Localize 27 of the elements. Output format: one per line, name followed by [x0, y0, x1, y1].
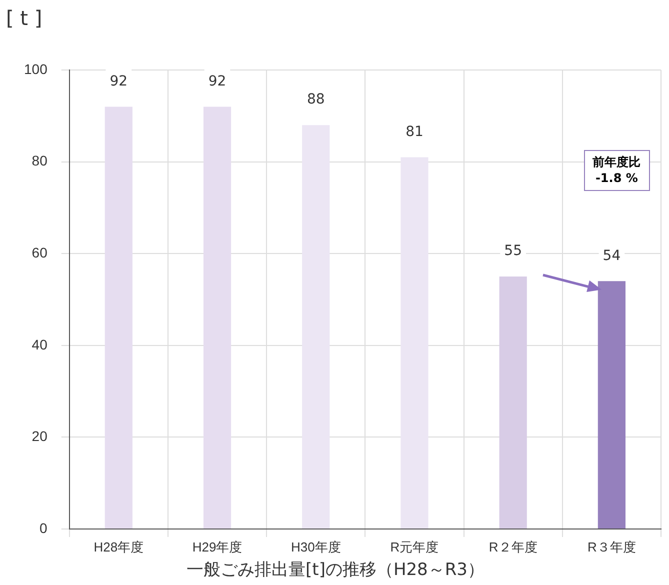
y-tick-label: 40	[32, 336, 48, 352]
bar	[499, 276, 527, 528]
bar	[400, 157, 428, 528]
x-tick-label: R元年度	[390, 539, 439, 554]
x-tick-label: H30年度	[290, 539, 341, 554]
data-label: 55	[504, 243, 522, 260]
y-tick-label: 60	[32, 244, 48, 260]
data-label: 92	[110, 73, 128, 90]
bar	[203, 106, 232, 528]
x-tick-label: H28年度	[94, 539, 144, 554]
data-label: 54	[602, 248, 621, 264]
x-tick-label: R２年度	[488, 539, 538, 554]
bar	[302, 125, 330, 528]
y-tick-label: 100	[24, 60, 48, 77]
annotation: 前年度比 -1.8 %	[584, 150, 650, 192]
bar	[598, 281, 626, 528]
text: 一般ごみ排出量[t]の推移（H28～R3）	[186, 560, 484, 580]
y-tick-label: 80	[32, 152, 48, 169]
y-tick-label: 20	[32, 428, 48, 444]
x-tick-label: H29年度	[192, 539, 242, 554]
bar	[104, 106, 132, 528]
data-label: 92	[208, 73, 226, 90]
x-tick-label: R３年度	[588, 539, 636, 554]
y-tick-label: 0	[40, 520, 48, 536]
y-axis-title: [ t ]	[6, 6, 42, 30]
data-label: 81	[406, 124, 424, 140]
data-label: 88	[306, 92, 325, 108]
